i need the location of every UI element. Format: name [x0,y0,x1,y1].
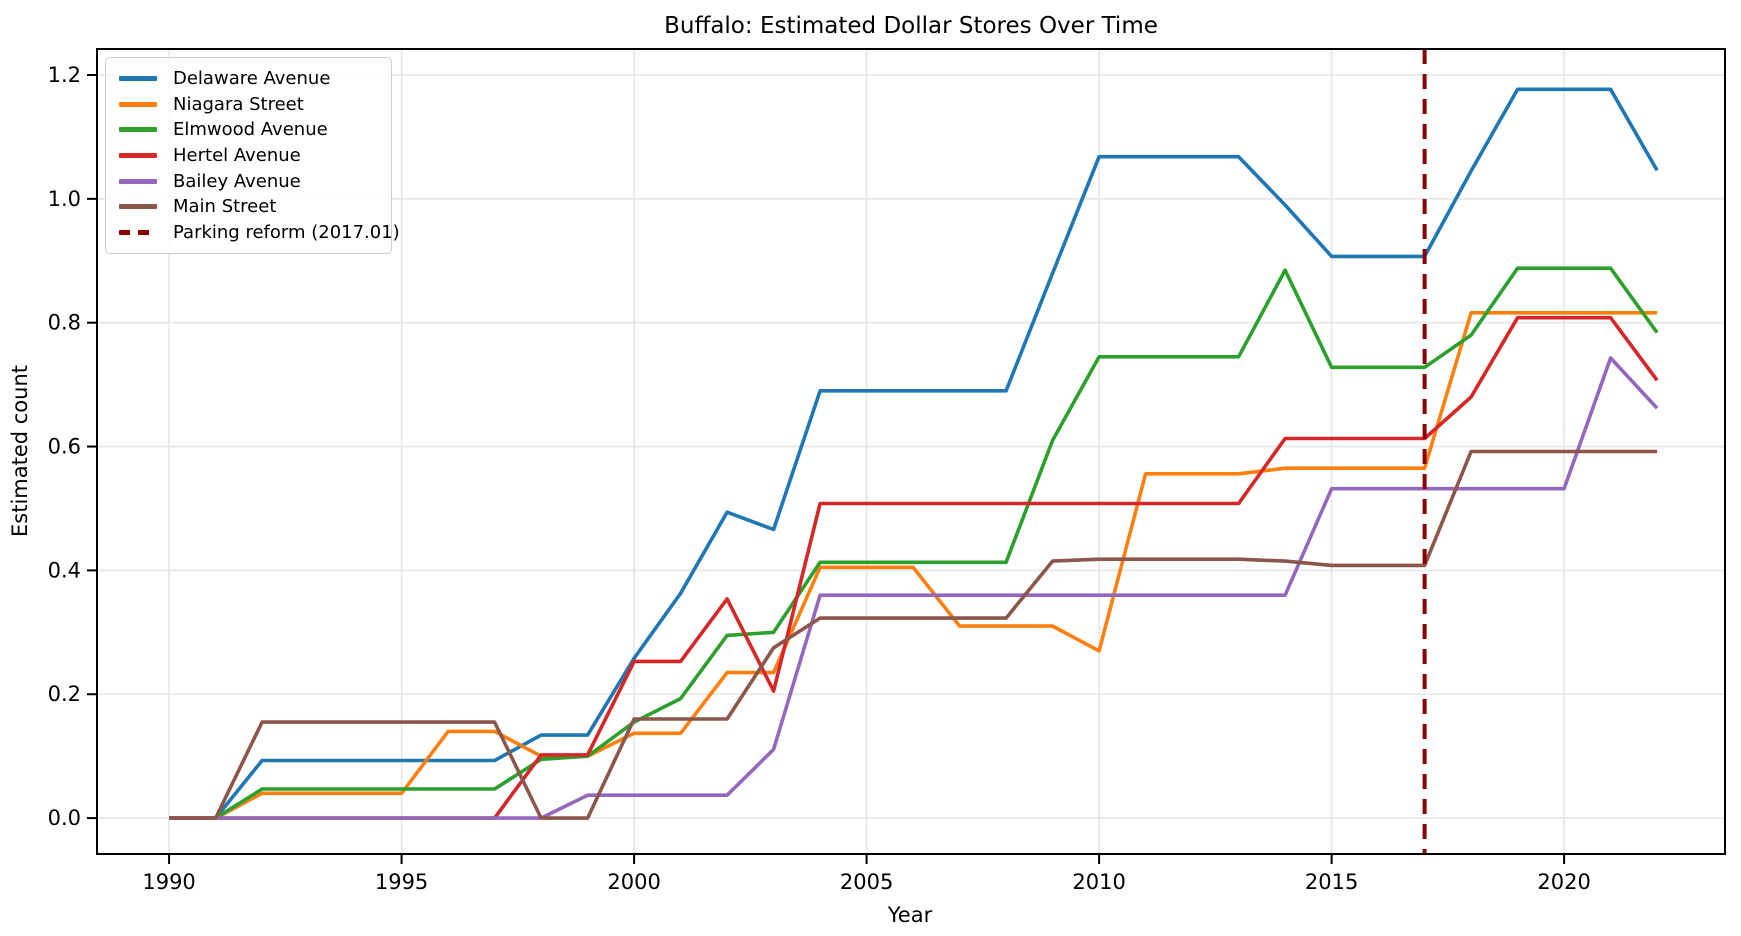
legend-item: Delaware Avenue [119,66,379,92]
series-lines [169,87,1659,820]
legend-line-swatch [119,153,157,159]
x-tick-label: 2010 [1072,870,1125,894]
chart-title: Buffalo: Estimated Dollar Stores Over Ti… [664,13,1158,39]
legend-item: Bailey Avenue [119,168,379,194]
axes-frame [96,48,1726,855]
x-axis-label: Year [887,903,933,927]
x-tick-label: 1995 [375,870,428,894]
legend-item-label: Elmwood Avenue [173,119,328,141]
x-tick-label: 2005 [840,870,893,894]
legend-item-label: Parking reform (2017.01) [173,221,400,243]
y-tick-label: 1.0 [48,187,81,211]
y-tick-label: 0.8 [48,311,81,335]
series-line-delaware-avenue [169,87,1659,820]
y-tick-label: 1.2 [48,63,81,87]
axis-ticks-and-labels: 1990 1995 2000 2005 2010 2015 2020 0.0 0.2 0.4 0.6… [48,63,1591,894]
series-line-main-street [169,449,1658,820]
legend-line-swatch [119,204,157,210]
legend-line-swatch [119,178,157,184]
legend-item-label: Delaware Avenue [173,68,331,90]
x-tick-label: 2015 [1305,870,1358,894]
legend-item-label: Hertel Avenue [173,145,301,167]
y-axis-label: Estimated count [8,365,32,537]
series-line-niagara-street [169,310,1658,820]
series-line-elmwood-avenue [169,266,1659,820]
legend-item-label: Main Street [173,196,277,218]
plot-border [96,48,1726,855]
legend-item: Niagara Street [119,92,379,118]
legend: Delaware Avenue Niagara Street Elmwood Ave… [105,57,400,255]
legend-item: Elmwood Avenue [119,117,379,143]
legend-item: Main Street [119,194,379,220]
legend-item: Hertel Avenue [119,143,379,169]
x-tick-label: 2000 [607,870,660,894]
x-tick-label: 2020 [1537,870,1590,894]
legend-item-label: Bailey Avenue [173,170,301,192]
legend-line-swatch [119,127,157,133]
legend-item-label: Niagara Street [173,93,304,115]
legend-line-swatch [119,76,157,82]
series-line-bailey-avenue [169,356,1659,820]
legend-item: Parking reform (2017.01) [119,220,400,246]
gridlines [97,49,1725,854]
y-tick-label: 0.4 [48,558,81,582]
x-tick-label: 1990 [142,870,195,894]
y-tick-label: 0.0 [48,806,81,830]
legend-dashed-line-swatch [119,229,157,235]
legend-line-swatch [119,101,157,107]
y-tick-label: 0.6 [48,435,81,459]
y-tick-label: 0.2 [48,682,81,706]
